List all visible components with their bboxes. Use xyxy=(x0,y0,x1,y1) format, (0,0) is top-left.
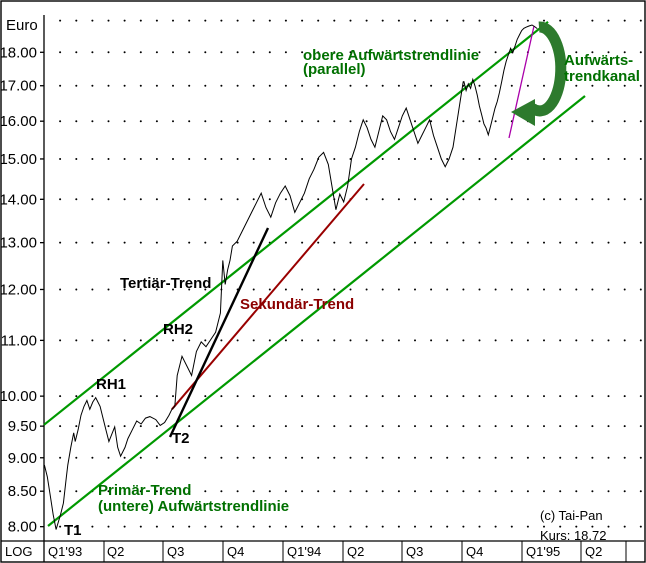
svg-text:Q2: Q2 xyxy=(107,544,124,559)
svg-text:Q1'95: Q1'95 xyxy=(526,544,560,559)
svg-text:(untere) Aufwärtstrendlinie: (untere) Aufwärtstrendlinie xyxy=(98,498,289,515)
svg-text:16.00: 16.00 xyxy=(0,113,37,130)
svg-text:Q2: Q2 xyxy=(585,544,602,559)
svg-text:9.00: 9.00 xyxy=(8,450,37,467)
svg-text:8.50: 8.50 xyxy=(8,483,37,500)
svg-text:Euro: Euro xyxy=(6,17,38,34)
svg-text:Kurs: 18.72: Kurs: 18.72 xyxy=(540,528,607,543)
svg-text:RH2: RH2 xyxy=(163,321,193,338)
svg-text:Q1'93: Q1'93 xyxy=(48,544,82,559)
svg-text:Q4: Q4 xyxy=(466,544,483,559)
svg-text:LOG: LOG xyxy=(5,544,32,559)
svg-text:14.00: 14.00 xyxy=(0,191,37,208)
svg-text:12.00: 12.00 xyxy=(0,281,37,298)
svg-text:Tertiär-Trend: Tertiär-Trend xyxy=(120,275,211,292)
svg-text:17.00: 17.00 xyxy=(0,78,37,95)
svg-text:T1: T1 xyxy=(64,522,82,539)
svg-text:8.00: 8.00 xyxy=(8,519,37,536)
svg-text:15.00: 15.00 xyxy=(0,151,37,168)
svg-text:Q3: Q3 xyxy=(167,544,184,559)
svg-text:11.00: 11.00 xyxy=(1,332,37,349)
svg-text:Sekundär-Trend: Sekundär-Trend xyxy=(240,296,354,313)
svg-text:9.50: 9.50 xyxy=(8,418,37,435)
svg-text:RH1: RH1 xyxy=(96,376,126,393)
svg-text:(parallel): (parallel) xyxy=(303,61,366,78)
svg-text:Q1'94: Q1'94 xyxy=(287,544,321,559)
svg-text:Q2: Q2 xyxy=(347,544,364,559)
svg-text:13.00: 13.00 xyxy=(0,235,37,252)
svg-text:Aufwärts-: Aufwärts- xyxy=(564,52,633,69)
svg-text:(c) Tai-Pan: (c) Tai-Pan xyxy=(540,508,603,523)
svg-text:10.00: 10.00 xyxy=(0,388,37,405)
svg-text:18.00: 18.00 xyxy=(0,44,37,61)
svg-text:Q3: Q3 xyxy=(406,544,423,559)
svg-text:Primär-Trend: Primär-Trend xyxy=(98,482,191,499)
svg-text:trendkanal: trendkanal xyxy=(564,68,640,85)
svg-text:T2: T2 xyxy=(172,430,190,447)
svg-text:Q4: Q4 xyxy=(227,544,244,559)
